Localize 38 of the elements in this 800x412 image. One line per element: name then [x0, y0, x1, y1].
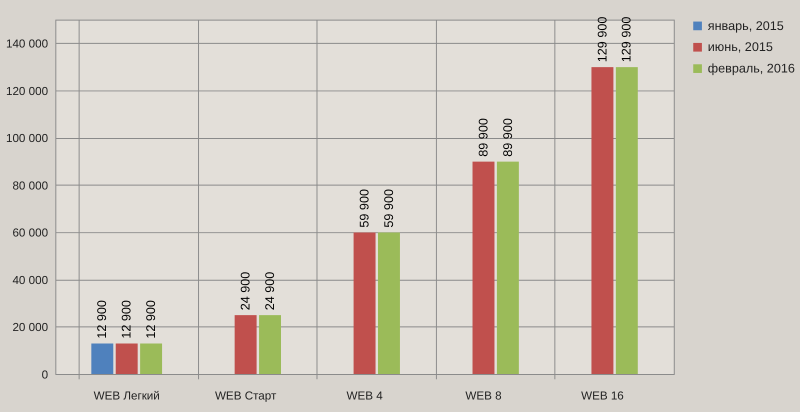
bar: [140, 343, 162, 374]
bar: [472, 162, 494, 374]
y-tick-label: 0: [42, 368, 49, 382]
bar: [234, 315, 257, 374]
data-label: 12 900: [120, 300, 134, 339]
bar: [354, 232, 376, 374]
bar: [259, 315, 282, 374]
y-tick-label: 40 000: [12, 274, 49, 287]
x-tick-label: WEB Легкий: [94, 390, 160, 403]
bar: [496, 162, 519, 374]
bar: [91, 343, 114, 374]
bar: [591, 67, 614, 374]
data-label: 89 900: [476, 118, 490, 157]
legend-label: январь, 2015: [708, 18, 784, 33]
y-tick-label: 60 000: [12, 226, 49, 240]
x-tick-label: WEB 8: [465, 390, 502, 403]
bar: [378, 232, 400, 374]
data-label: 59 900: [357, 189, 372, 228]
y-tick-label: 80 000: [12, 179, 49, 192]
legend-label: июнь, 2015: [708, 40, 773, 54]
bar: [116, 343, 138, 374]
y-tick-label: 140 000: [6, 38, 49, 51]
data-label: 89 900: [500, 118, 515, 157]
data-label: 59 900: [382, 189, 396, 228]
bar: [616, 67, 638, 374]
data-label: 24 900: [238, 272, 253, 310]
data-label: 129 900: [595, 16, 610, 62]
x-tick-label: WEB 4: [346, 390, 384, 403]
data-label: 129 900: [620, 16, 634, 62]
data-label: 12 900: [144, 300, 158, 339]
y-tick-label: 120 000: [6, 84, 49, 98]
y-tick-label: 20 000: [12, 321, 49, 334]
legend-label: февраль, 2016: [708, 62, 795, 76]
data-label: 12 900: [95, 300, 110, 339]
data-label: 24 900: [262, 272, 277, 310]
y-tick-label: 100 000: [6, 132, 49, 146]
x-tick-label: WEB Старт: [214, 390, 277, 403]
x-tick-label: WEB 16: [581, 390, 624, 403]
